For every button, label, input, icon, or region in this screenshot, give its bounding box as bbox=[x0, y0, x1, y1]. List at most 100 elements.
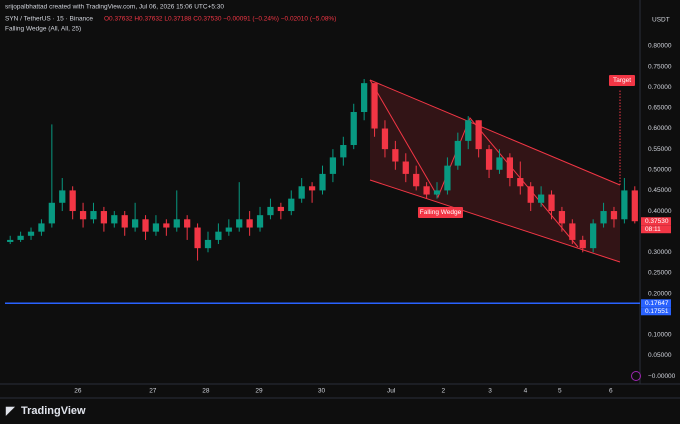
x-tick-label: 26 bbox=[74, 388, 82, 395]
x-tick-label: 5 bbox=[558, 388, 562, 395]
candle-body bbox=[319, 173, 326, 191]
clock-icon[interactable] bbox=[631, 371, 641, 381]
candle-body bbox=[132, 219, 139, 228]
candle-body bbox=[142, 219, 149, 232]
candle-body bbox=[308, 186, 316, 191]
candle-body bbox=[465, 120, 472, 141]
price-label: 0.17647 bbox=[645, 300, 669, 307]
candle-body bbox=[610, 211, 618, 220]
x-tick-label: 4 bbox=[524, 388, 528, 395]
currency: USDT bbox=[652, 17, 670, 24]
x-tick-label: 2 bbox=[441, 388, 445, 395]
candle-body bbox=[48, 202, 55, 224]
y-tick-label: 0.45000 bbox=[648, 187, 672, 194]
annotation-box bbox=[418, 207, 463, 218]
candle-body bbox=[38, 223, 45, 232]
candle-body bbox=[79, 211, 87, 220]
candle-body bbox=[631, 190, 638, 222]
candle-body bbox=[27, 231, 35, 236]
y-tick-label: 0.05000 bbox=[648, 352, 672, 359]
indicator: Falling Wedge (All, All, 25) bbox=[5, 26, 81, 33]
candle-body bbox=[194, 227, 201, 249]
price-label-box bbox=[641, 225, 671, 234]
candle-body bbox=[225, 227, 232, 232]
candle-body bbox=[298, 186, 305, 199]
candle-body bbox=[413, 173, 420, 187]
countdown: 08:11 bbox=[645, 226, 661, 233]
wedge-upper bbox=[369, 79, 621, 186]
candle-body bbox=[444, 165, 451, 191]
candle-body bbox=[256, 215, 264, 228]
brand: TradingView bbox=[21, 405, 86, 417]
candle-body bbox=[569, 223, 576, 240]
candle-body bbox=[621, 190, 628, 220]
candle-body bbox=[236, 219, 243, 228]
candle-body bbox=[246, 219, 253, 228]
candle-body bbox=[381, 128, 389, 150]
x-tick-label: 27 bbox=[149, 388, 157, 395]
candle-body bbox=[433, 190, 441, 195]
candle-body bbox=[454, 140, 461, 166]
x-tick-label: 30 bbox=[318, 388, 326, 395]
y-tick-label: 0.70000 bbox=[648, 84, 672, 91]
y-tick-label: 0.65000 bbox=[648, 105, 672, 112]
y-tick-label: 0.25000 bbox=[648, 270, 672, 277]
candle-body bbox=[288, 198, 295, 212]
candle-body bbox=[173, 219, 180, 228]
candle-body bbox=[506, 157, 513, 179]
candle-body bbox=[111, 215, 118, 224]
axis: 0.80000 0.75000 0.70000 0.65000 0.60000 0.550… bbox=[74, 43, 675, 395]
candle-body bbox=[152, 223, 160, 232]
y-tick-label: 0.55000 bbox=[648, 146, 672, 153]
ohlc: O0.37632 H0.37632 L0.37188 C0.37530 −0.0… bbox=[104, 16, 336, 23]
y-tick-label: 0.75000 bbox=[648, 63, 672, 70]
y-tick-label: 0.60000 bbox=[648, 125, 672, 132]
wedge-zigzag bbox=[369, 79, 579, 248]
x-tick-label: Jul bbox=[387, 388, 396, 395]
candle-body bbox=[517, 178, 524, 187]
y-tick-label: 0.10000 bbox=[648, 332, 672, 339]
x-tick-label: 6 bbox=[609, 388, 613, 395]
y-tick-label: 0.80000 bbox=[648, 43, 672, 50]
candle-body bbox=[548, 194, 555, 212]
x-tick-label: 29 bbox=[255, 388, 263, 395]
candle-body bbox=[537, 194, 545, 203]
price-label-box bbox=[641, 217, 671, 226]
annotation: Target bbox=[613, 77, 631, 84]
price-label: 0.37530 bbox=[645, 218, 669, 225]
candle-body bbox=[402, 161, 409, 174]
candle-body bbox=[204, 239, 212, 249]
y-tick-label: 0.30000 bbox=[648, 249, 672, 256]
price-label-box bbox=[641, 307, 671, 316]
candle-body bbox=[7, 239, 14, 242]
candle-body bbox=[17, 235, 24, 240]
candle-body bbox=[267, 206, 274, 216]
candle-body bbox=[340, 145, 347, 158]
candle-body bbox=[392, 149, 399, 162]
candle-body bbox=[100, 211, 108, 224]
price-label: 0.17551 bbox=[645, 308, 669, 315]
wedge-fill bbox=[370, 80, 620, 262]
x-tick-label: 28 bbox=[202, 388, 210, 395]
candle-body bbox=[215, 231, 222, 240]
symbol: SYN / TetherUS · 15 · Binance bbox=[5, 16, 93, 23]
candle-body bbox=[371, 83, 378, 129]
candle-body bbox=[69, 190, 76, 212]
y-tick-label: 0.50000 bbox=[648, 166, 672, 173]
candle-body bbox=[59, 190, 66, 203]
price-label-box bbox=[641, 299, 671, 308]
candle-body bbox=[121, 215, 128, 228]
y-tick-label: 0.40000 bbox=[648, 208, 672, 215]
candle-body bbox=[475, 120, 482, 150]
candle-body bbox=[496, 157, 503, 170]
candle-body bbox=[329, 157, 337, 174]
y-tick-label: 0.20000 bbox=[648, 290, 672, 297]
plot bbox=[5, 79, 640, 305]
candle-body bbox=[163, 223, 170, 228]
annotation: Falling Wedge bbox=[420, 209, 462, 216]
brand-icon: ◤ bbox=[5, 405, 15, 417]
annotation-box bbox=[609, 75, 635, 86]
